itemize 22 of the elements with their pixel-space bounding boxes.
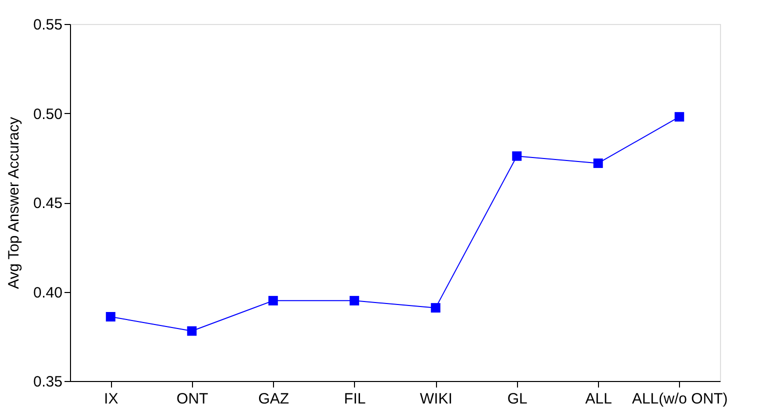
y-tick-label: 0.45 [33,195,62,212]
point [187,326,197,336]
y-tick-label: 0.55 [33,16,62,34]
point [430,303,440,313]
x-tick-label: IX [104,390,118,408]
x-tick-label: GAZ [258,390,290,408]
x-tick-label: ALL [585,390,612,408]
y-tick-label: 0.50 [33,106,62,123]
point [674,112,684,122]
point [350,296,360,306]
x-tick-label: ONT [176,390,208,408]
point [593,158,603,168]
y-axis-title: Avg Top Answer Accuracy [5,116,22,290]
y-tick-label: 0.35 [33,374,62,390]
x-tick-label: WIKI [420,390,452,408]
x-tick-label: ALL(w/o ONT) [632,390,728,408]
point [268,296,278,306]
x-tick-label: FIL [344,390,366,408]
x-tick-label: GL [507,390,528,408]
point [512,151,522,161]
point [106,312,116,322]
y-tick-label: 0.40 [33,284,62,302]
